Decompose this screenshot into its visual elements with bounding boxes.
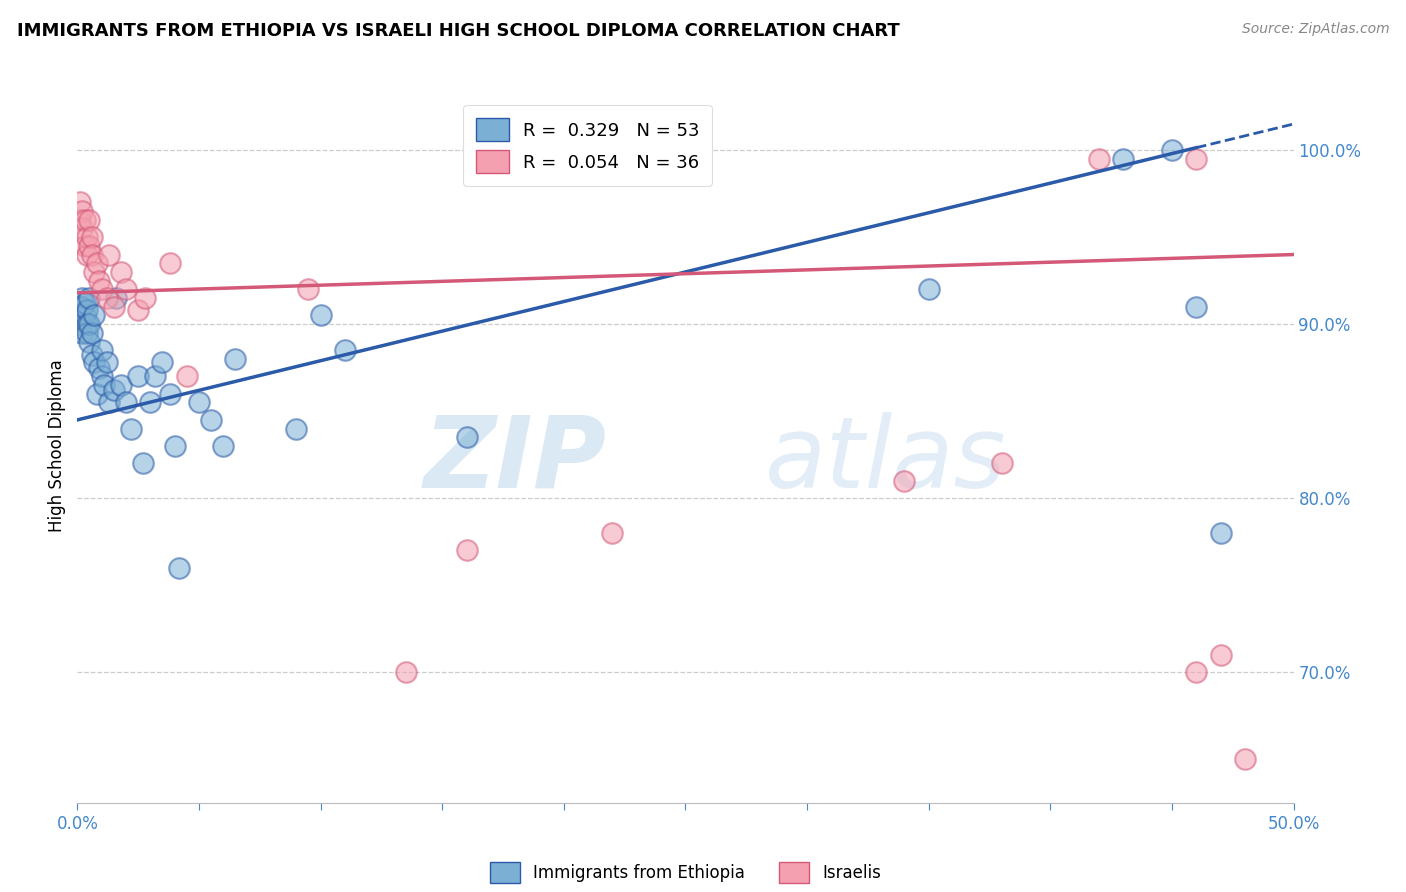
Point (115, 282, 138, 296)
Point (76, 303, 98, 318)
Point (1209, 648, 1232, 662)
Legend: Immigrants from Ethiopia, Israelis: Immigrants from Ethiopia, Israelis (478, 850, 893, 892)
Point (69, 212, 91, 227)
Point (86, 256, 108, 270)
Point (89, 360, 111, 375)
Point (80, 247, 103, 261)
Point (69, 317, 91, 331)
Point (76, 230, 98, 244)
Point (79, 334, 101, 349)
Point (120, 421, 142, 435)
Point (990, 457, 1012, 471)
Point (333, 343, 356, 358)
Point (110, 265, 132, 279)
Point (73, 239, 96, 253)
Point (90, 282, 112, 296)
Point (96, 355, 118, 369)
Point (188, 395, 211, 409)
Point (83, 309, 105, 323)
Point (70, 291, 93, 305)
Point (1209, 526, 1232, 541)
Point (90, 369, 112, 384)
Point (69, 195, 91, 210)
Point (1161, 143, 1184, 157)
Point (96, 291, 118, 305)
Point (69, 300, 91, 314)
Point (1185, 152, 1208, 166)
Point (456, 543, 478, 558)
Point (143, 369, 166, 384)
Point (159, 256, 181, 270)
Point (553, 152, 575, 166)
Point (90, 343, 112, 358)
Text: Source: ZipAtlas.com: Source: ZipAtlas.com (1241, 22, 1389, 37)
Point (139, 395, 162, 409)
Point (70, 300, 93, 314)
Point (626, 161, 648, 175)
Point (1233, 752, 1256, 766)
Point (159, 386, 181, 401)
Point (103, 384, 125, 398)
Point (132, 457, 155, 471)
Point (73, 309, 96, 323)
Point (73, 296, 96, 310)
Point (83, 355, 105, 369)
Point (79, 212, 101, 227)
Point (97, 395, 120, 409)
Point (297, 282, 319, 296)
Point (395, 665, 418, 680)
Point (176, 369, 198, 384)
Point (70, 204, 93, 219)
Point (127, 369, 149, 384)
Point (152, 355, 174, 369)
Point (80, 230, 103, 244)
Point (309, 309, 332, 323)
Point (89, 274, 111, 288)
Point (127, 303, 149, 318)
Point (76, 317, 98, 331)
Point (76, 247, 98, 261)
Point (602, 526, 624, 541)
Point (115, 395, 138, 409)
Point (285, 421, 308, 435)
Point (163, 439, 186, 453)
Point (69, 309, 91, 323)
Point (893, 474, 915, 488)
Point (110, 378, 132, 392)
Text: ZIP: ZIP (423, 412, 606, 508)
Point (93, 378, 115, 392)
Point (70, 326, 93, 340)
Point (97, 247, 120, 261)
Point (83, 265, 105, 279)
Point (79, 317, 101, 331)
Point (1185, 665, 1208, 680)
Point (1112, 152, 1135, 166)
Point (105, 291, 128, 305)
Point (212, 439, 235, 453)
Point (200, 413, 222, 427)
Point (79, 291, 101, 305)
Point (86, 386, 108, 401)
Point (169, 561, 191, 575)
Text: IMMIGRANTS FROM ETHIOPIA VS ISRAELI HIGH SCHOOL DIPLOMA CORRELATION CHART: IMMIGRANTS FROM ETHIOPIA VS ISRAELI HIGH… (17, 22, 900, 40)
Y-axis label: High School Diploma: High School Diploma (48, 359, 66, 533)
Point (73, 212, 96, 227)
Point (76, 326, 98, 340)
Point (1185, 300, 1208, 314)
Point (80, 349, 103, 363)
Text: atlas: atlas (765, 412, 1007, 508)
Point (103, 300, 125, 314)
Point (134, 291, 156, 305)
Point (456, 430, 478, 444)
Point (80, 326, 103, 340)
Point (1088, 152, 1111, 166)
Point (70, 221, 93, 235)
Point (224, 351, 246, 366)
Point (918, 282, 941, 296)
Point (79, 239, 101, 253)
